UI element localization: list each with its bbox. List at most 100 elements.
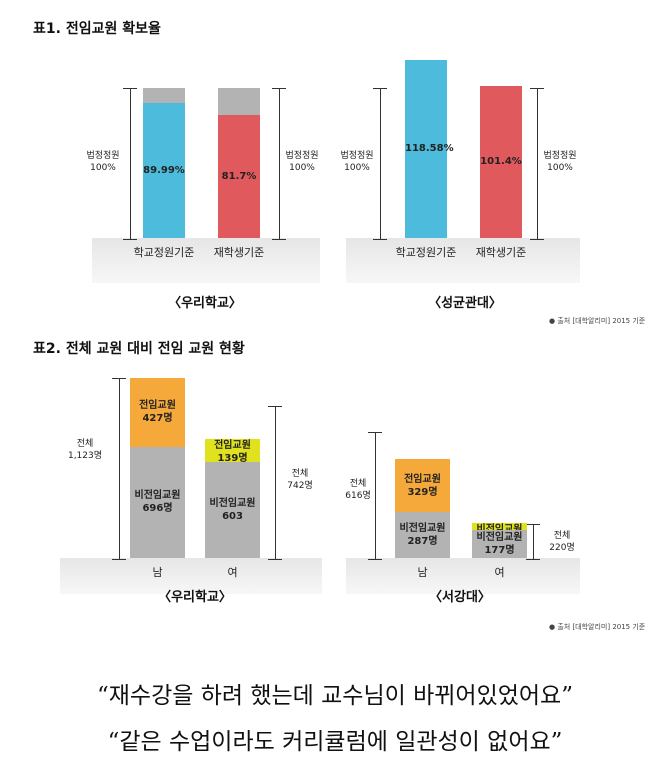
table2-left-bar-1-bottom-label-line: 603 [222,510,243,522]
table2-left-bar-0-top-label-line: 전임교원 [139,400,176,412]
table1-right-bar-1-fill [480,85,522,238]
table1-left-bar-1: 81.7% [218,88,260,238]
table1-left-bracket-right [272,88,286,240]
table2-right-bar-1-top-label-line: 비전임교원 [472,523,527,536]
table2-left-bar-1-top-segment: 전임교원 139명 [205,439,260,464]
table2-left-bar-0-top-segment: 전임교원 427명 [130,378,185,447]
bracket-label-line: 법정정원 [86,151,120,161]
total-label-line: 전체 [349,479,367,489]
table2-left-total-bracket-right [268,406,282,560]
total-label-line: 전체 [76,439,94,449]
table2-right-bar-0-top-label-line: 329명 [407,486,438,498]
table1-left-bracket-left [123,88,137,240]
table2-right-bar-0-bottom-label-line: 287명 [407,536,438,548]
table1-left-x-label-1: 재학생기준 [213,246,265,259]
table1-right-x-label-1: 재학생기준 [475,246,527,259]
table2-right-bar-0-top-segment: 전임교원 329명 [395,459,450,513]
table2-right-bar-1-top-segment: 비전임교원43명 [472,522,527,548]
table1-left-bar-0-value-label: 89.99% [143,164,185,177]
table2-left-bar-1-top-label-line: 139명 [217,453,248,465]
total-label-line: 220명 [549,543,575,553]
table2-left-school-label: 〈우리학교〉 [158,590,232,605]
quote-1: “재수강을 하려 했는데 교수님이 바뀌어있었어요” [97,683,573,709]
table2-left-bar-0-bottom-label-line: 비전임교원 [134,490,181,502]
table1-source-note: ● 출처 [대학알리미] 2015 기준 [549,317,646,325]
table2-right-bar-0-top-label-line: 전임교원 [404,473,441,485]
table2-right-x-label-1: 여 [494,566,505,579]
total-label-line: 전체 [291,469,309,479]
total-label-line: 616명 [345,491,371,501]
bracket-label-line: 100% [90,163,116,173]
table1-right-bracket-right [530,88,544,240]
table2-right-baseline [346,558,580,594]
table1-right-baseline [346,238,580,283]
table1-right-bracket-right-label: 법정정원 100% [539,150,581,174]
table2-left-x-label-0: 남 [152,566,163,579]
table1-right-bar-1: 101.4% [480,85,522,238]
table2-left-bar-0-bottom-label-line: 696명 [142,503,173,515]
table1-title: 표1. 전임교원 확보율 [33,21,161,37]
table2-right-bar-0-bottom-segment: 비전임교원 287명 [395,512,450,558]
table2-right-bar-1-bottom-segment: 비전임교원 177명 [472,529,527,558]
total-label-line: 전체 [553,531,571,541]
table1-left-bar-1-value-label: 81.7% [218,170,260,183]
table1-right-bar-0-value-label: 118.58% [405,142,454,155]
table2-right-bar-1-bottom-label-line: 비전임교원 [476,531,523,543]
table1-left-bar-1-value-label-line: 81.7% [221,170,257,182]
table2-left-bar-1-top-label: 전임교원 139명 [205,439,260,465]
table2-left-bar-0-top-label: 전임교원 427명 [130,399,185,425]
bracket-label-line: 법정정원 [340,151,374,161]
table2-right-bar-0-bottom-label-line: 비전임교원 [399,523,446,535]
bracket-label-line: 100% [547,163,573,173]
table1-left-bracket-left-label: 법정정원 100% [82,150,124,174]
table1-right-bar-0-value-label-line: 118.58% [405,143,454,155]
bracket-label-line: 법정정원 [543,151,577,161]
quote-2: “같은 수업이라도 커리큘럼에 일관성이 없어요” [107,729,563,755]
table1-right-bracket-left-label: 법정정원 100% [336,150,378,174]
table1-left-bar-0-value-label-line: 89.99% [143,164,185,176]
table1-left-bar-1-fill [218,115,260,238]
table2-left-bar-1-bottom-label: 비전임교원 603 [205,497,260,523]
table2-left-total-left-label: 전체 1,123명 [60,438,110,462]
table2-right-total-right-label: 전체 220명 [542,530,582,554]
table2-right-school-label: 〈서강대〉 [429,590,491,605]
table2-left-total-bracket-left [112,378,126,560]
table2-left-x-label-1: 여 [227,566,238,579]
table2-right-bar-1: 비전임교원43명비전임교원177명 [472,522,527,558]
table2-right-bar-0-top-label: 전임교원 329명 [395,473,450,499]
table1-left-school-label: 〈우리학교〉 [168,296,242,311]
table1-left-bar-0-remainder [143,88,185,103]
table1-right-bar-1-value-label-line: 101.4% [480,155,522,167]
table2-title: 표2. 전체 교원 대비 전임 교원 현황 [33,341,245,357]
table1-right-bar-0: 118.58% [405,60,454,238]
bracket-label-line: 100% [289,163,315,173]
table2-right-bar-1-bottom-label: 비전임교원 177명 [472,531,527,557]
table2-right-total-left-label: 전체 616명 [340,478,376,502]
table1-left-bar-0: 89.99% [143,88,185,238]
bracket-label-line: 100% [344,163,370,173]
table1-left-x-label-0: 학교정원기준 [133,246,195,259]
table2-left-bar-0-bottom-segment: 비전임교원 696명 [130,446,185,558]
table2-left-total-right-label: 전체 742명 [280,468,320,492]
table2-right-total-bracket-left [368,432,382,560]
table1-left-bar-1-remainder [218,88,260,116]
table1-left-baseline [92,238,320,283]
table2-left-bar-1-top-label-line: 전임교원 [214,440,251,452]
table1-right-bar-1-value-label: 101.4% [480,155,522,168]
table1-right-school-label: 〈성균관대〉 [428,296,502,311]
table2-left-baseline [60,558,322,594]
table2-left-bar-1-bottom-label-line: 비전임교원 [209,497,256,509]
total-label-line: 1,123명 [67,451,103,461]
bracket-label-line: 법정정원 [285,151,319,161]
table2-right-x-label-0: 남 [417,566,428,579]
table2-right-bar-0-bottom-label: 비전임교원 287명 [395,522,450,548]
table1-right-bracket-left [373,88,387,240]
table1-right-bar-0-fill [405,60,447,238]
total-label-line: 742명 [287,481,313,491]
table1-right-x-label-0: 학교정원기준 [395,246,457,259]
table2-left-bar-1-bottom-segment: 비전임교원 603 [205,461,260,558]
table2-left-bar-0-bottom-label: 비전임교원 696명 [130,489,185,515]
